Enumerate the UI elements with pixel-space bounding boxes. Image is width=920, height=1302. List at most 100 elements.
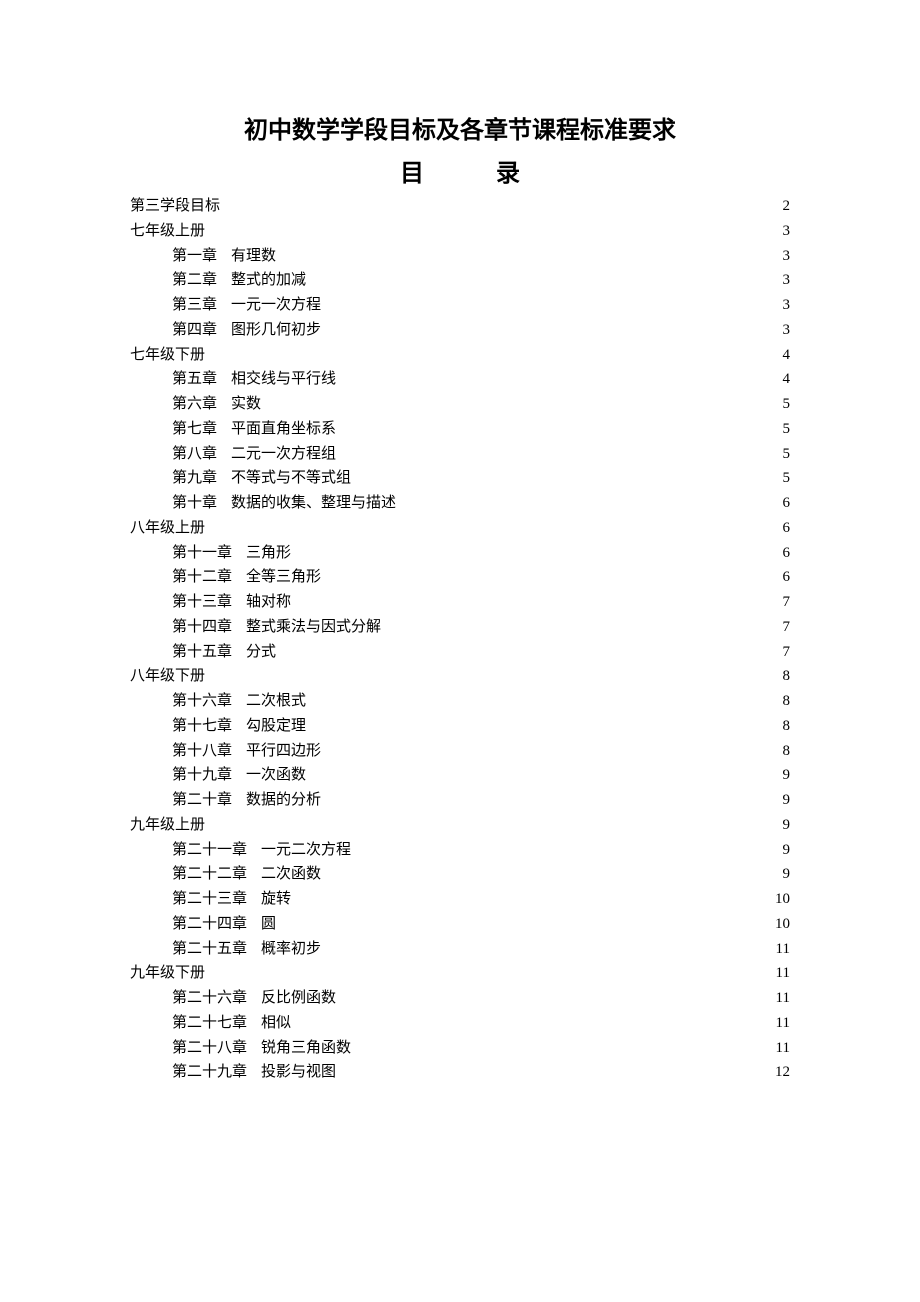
toc-page-number: 3 <box>781 293 791 318</box>
document-title: 初中数学学段目标及各章节课程标准要求 <box>130 110 790 145</box>
toc-page-number: 9 <box>781 763 791 788</box>
toc-entry[interactable]: 第十章数据的收集、整理与描述6 <box>130 491 790 516</box>
toc-page-number: 10 <box>773 912 790 937</box>
toc-entry-title: 图形几何初步 <box>217 318 321 343</box>
toc-entry-title: 八年级上册 <box>130 516 205 541</box>
toc-page-number: 6 <box>781 565 791 590</box>
toc-entry[interactable]: 第二章整式的加减3 <box>130 268 790 293</box>
toc-chapter-label: 第五章 <box>172 367 217 392</box>
toc-page-number: 5 <box>781 417 791 442</box>
toc-page-number: 8 <box>781 664 791 689</box>
toc-entry-title: 旋转 <box>247 887 291 912</box>
toc-chapter-label: 第二十一章 <box>172 838 247 863</box>
toc-page-number: 9 <box>781 788 791 813</box>
toc-entry-title: 轴对称 <box>232 590 291 615</box>
toc-entry[interactable]: 第二十章数据的分析9 <box>130 788 790 813</box>
toc-page-number: 9 <box>781 862 791 887</box>
toc-entry[interactable]: 第十一章三角形6 <box>130 541 790 566</box>
toc-entry-title: 实数 <box>217 392 261 417</box>
toc-entry[interactable]: 八年级上册6 <box>130 516 790 541</box>
toc-entry-title: 整式的加减 <box>217 268 306 293</box>
toc-entry-title: 二元一次方程组 <box>217 442 336 467</box>
toc-page-number: 9 <box>781 813 791 838</box>
toc-chapter-label: 第二十九章 <box>172 1060 247 1085</box>
toc-entry[interactable]: 九年级上册9 <box>130 813 790 838</box>
toc-chapter-label: 第十五章 <box>172 640 232 665</box>
toc-entry-title: 三角形 <box>232 541 291 566</box>
toc-entry-title: 八年级下册 <box>130 664 205 689</box>
toc-entry[interactable]: 八年级下册 8 <box>130 664 790 689</box>
toc-entry[interactable]: 第一章有理数3 <box>130 244 790 269</box>
toc-entry-title: 勾股定理 <box>232 714 306 739</box>
toc-entry-title: 平面直角坐标系 <box>217 417 336 442</box>
toc-entry-title: 七年级上册 <box>130 219 205 244</box>
toc-entry[interactable]: 第二十三章旋转10 <box>130 887 790 912</box>
toc-page-number: 5 <box>781 442 791 467</box>
toc-entry[interactable]: 第四章图形几何初步 3 <box>130 318 790 343</box>
toc-entry-title: 七年级下册 <box>130 343 205 368</box>
toc-entry-title: 一元一次方程 <box>217 293 321 318</box>
toc-entry-title: 二次根式 <box>232 689 306 714</box>
toc-page-number: 5 <box>781 392 791 417</box>
toc-entry[interactable]: 第八章二元一次方程组5 <box>130 442 790 467</box>
toc-entry[interactable]: 第十二章全等三角形6 <box>130 565 790 590</box>
toc-chapter-label: 第六章 <box>172 392 217 417</box>
toc-entry[interactable]: 第十四章整式乘法与因式分解7 <box>130 615 790 640</box>
toc-entry[interactable]: 第二十六章反比例函数11 <box>130 986 790 1011</box>
toc-page-number: 4 <box>781 367 791 392</box>
toc-entry[interactable]: 第二十四章圆10 <box>130 912 790 937</box>
toc-entry[interactable]: 第十六章二次根式8 <box>130 689 790 714</box>
toc-chapter-label: 第二十四章 <box>172 912 247 937</box>
toc-page-number: 11 <box>774 937 790 962</box>
toc-chapter-label: 第二十八章 <box>172 1036 247 1061</box>
toc-entry-title: 数据的收集、整理与描述 <box>217 491 396 516</box>
toc-entry[interactable]: 第二十九章投影与视图12 <box>130 1060 790 1085</box>
toc-entry-title: 相交线与平行线 <box>217 367 336 392</box>
toc-entry[interactable]: 第十七章勾股定理8 <box>130 714 790 739</box>
toc-page-number: 6 <box>781 491 791 516</box>
toc-chapter-label: 第二十五章 <box>172 937 247 962</box>
toc-entry[interactable]: 第二十八章锐角三角函数11 <box>130 1036 790 1061</box>
toc-entry[interactable]: 第十五章分式 7 <box>130 640 790 665</box>
toc-entry[interactable]: 第二十二章二次函数9 <box>130 862 790 887</box>
toc-entry[interactable]: 第十八章平行四边形8 <box>130 739 790 764</box>
toc-entry-title: 分式 <box>232 640 276 665</box>
toc-entry[interactable]: 七年级下册 4 <box>130 343 790 368</box>
toc-page-number: 3 <box>781 318 791 343</box>
toc-page-number: 3 <box>781 219 791 244</box>
toc-page-number: 8 <box>781 739 791 764</box>
toc-entry[interactable]: 第三章一元一次方程3 <box>130 293 790 318</box>
toc-chapter-label: 第十九章 <box>172 763 232 788</box>
toc-chapter-label: 第十二章 <box>172 565 232 590</box>
toc-entry[interactable]: 第六章实数 5 <box>130 392 790 417</box>
toc-chapter-label: 第十七章 <box>172 714 232 739</box>
toc-entry[interactable]: 第七章平面直角坐标系 5 <box>130 417 790 442</box>
toc-page-number: 11 <box>774 1036 790 1061</box>
toc-entry-title: 不等式与不等式组 <box>217 466 351 491</box>
toc-entry[interactable]: 第十三章轴对称7 <box>130 590 790 615</box>
toc-page-number: 7 <box>781 640 791 665</box>
toc-entry-title: 一次函数 <box>232 763 306 788</box>
toc-page-number: 6 <box>781 541 791 566</box>
toc-chapter-label: 第十三章 <box>172 590 232 615</box>
toc-entry[interactable]: 第十九章一次函数 9 <box>130 763 790 788</box>
toc-chapter-label: 第二十三章 <box>172 887 247 912</box>
toc-entry[interactable]: 第九章不等式与不等式组5 <box>130 466 790 491</box>
toc-entry-title: 有理数 <box>217 244 276 269</box>
toc-entry[interactable]: 七年级上册 3 <box>130 219 790 244</box>
toc-chapter-label: 第四章 <box>172 318 217 343</box>
toc-entry[interactable]: 第二十七章相似11 <box>130 1011 790 1036</box>
toc-chapter-label: 第一章 <box>172 244 217 269</box>
toc-entry-title: 反比例函数 <box>247 986 336 1011</box>
toc-entry[interactable]: 第二十一章一元二次方程9 <box>130 838 790 863</box>
toc-chapter-label: 第二十六章 <box>172 986 247 1011</box>
toc-entry[interactable]: 第二十五章概率初步11 <box>130 937 790 962</box>
toc-entry[interactable]: 第三学段目标2 <box>130 194 790 219</box>
toc-entry-title: 九年级下册 <box>130 961 205 986</box>
toc-page-number: 2 <box>781 194 791 219</box>
toc-chapter-label: 第七章 <box>172 417 217 442</box>
toc-page-number: 4 <box>781 343 791 368</box>
toc-entry[interactable]: 第五章相交线与平行线 4 <box>130 367 790 392</box>
toc-chapter-label: 第十八章 <box>172 739 232 764</box>
toc-entry[interactable]: 九年级下册11 <box>130 961 790 986</box>
